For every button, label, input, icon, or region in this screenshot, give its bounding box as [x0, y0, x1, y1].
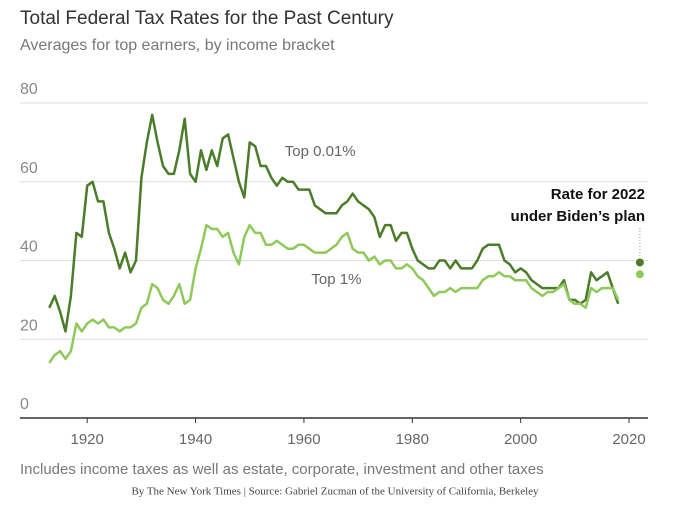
chart-title: Total Federal Tax Rates for the Past Cen…: [20, 8, 394, 29]
y-tick-label: 60: [20, 160, 38, 177]
annotation: Rate for 2022: [551, 186, 645, 203]
x-tick-label: 1940: [179, 431, 212, 448]
x-tick-label: 1960: [287, 431, 320, 448]
series-label: Top 1%: [311, 271, 361, 288]
source: By The New York Times | Source: Gabriel …: [131, 486, 539, 498]
y-tick-label: 80: [20, 81, 38, 98]
series-line: [48, 113, 620, 333]
y-tick-label: 0: [20, 396, 29, 413]
chart-subtitle: Averages for top earners, by income brac…: [20, 37, 335, 54]
x-tick-label: 1920: [71, 431, 104, 448]
annotation: under Biden’s plan: [511, 208, 645, 225]
x-tick-label: 2020: [612, 431, 645, 448]
plan-dot: [635, 270, 644, 279]
x-tick-label: 1980: [396, 431, 429, 448]
series-line: [48, 223, 620, 364]
y-tick-label: 20: [20, 317, 38, 334]
note: Includes income taxes as well as estate,…: [20, 461, 544, 478]
plan-dot: [635, 258, 644, 267]
y-tick-label: 40: [20, 239, 38, 256]
x-tick-label: 2000: [504, 431, 537, 448]
series-label: Top 0.01%: [285, 143, 356, 160]
